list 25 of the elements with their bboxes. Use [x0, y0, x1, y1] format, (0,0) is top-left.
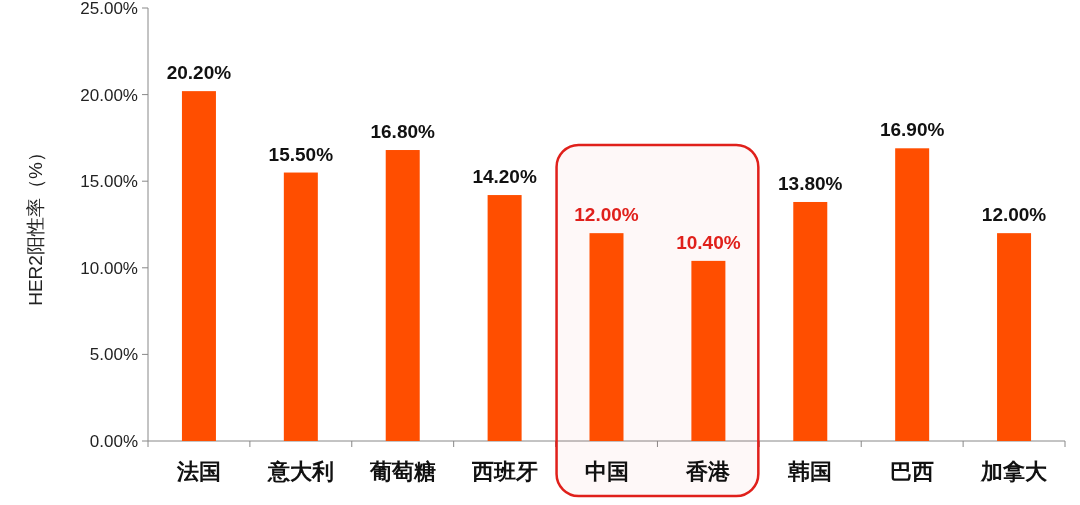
x-tick-label: 西班牙 — [470, 459, 538, 484]
data-label: 16.90% — [879, 119, 945, 141]
y-tick-label: 0.00% — [89, 432, 138, 451]
x-tick-label: 意大利 — [266, 459, 334, 484]
x-tick-label: 法国 — [175, 459, 221, 484]
x-tick-label: 中国 — [584, 459, 629, 484]
y-axis-title: HER2阳性率（%） — [25, 143, 46, 306]
y-tick-label: 20.00% — [80, 85, 138, 105]
x-tick-label: 葡萄糖 — [368, 459, 436, 484]
y-tick-label: 5.00% — [89, 345, 138, 365]
data-label: 20.20% — [166, 62, 232, 84]
y-tick-label: 10.00% — [80, 258, 138, 278]
data-label: 16.80% — [370, 121, 436, 143]
x-tick-label: 加拿大 — [980, 459, 1049, 484]
data-label: 12.00% — [574, 204, 639, 226]
data-label: 15.50% — [268, 143, 334, 165]
x-tick-label: 韩国 — [787, 459, 833, 484]
data-label: 12.00% — [981, 204, 1047, 226]
y-tick-label: 25.00% — [80, 0, 138, 18]
data-label: 10.40% — [676, 231, 741, 253]
data-label: 14.20% — [472, 166, 537, 188]
x-tick-label: 香港 — [685, 459, 732, 484]
y-tick-label: 15.00% — [80, 172, 138, 192]
data-label: 13.80% — [778, 172, 843, 194]
x-tick-label: 巴西 — [890, 459, 935, 484]
